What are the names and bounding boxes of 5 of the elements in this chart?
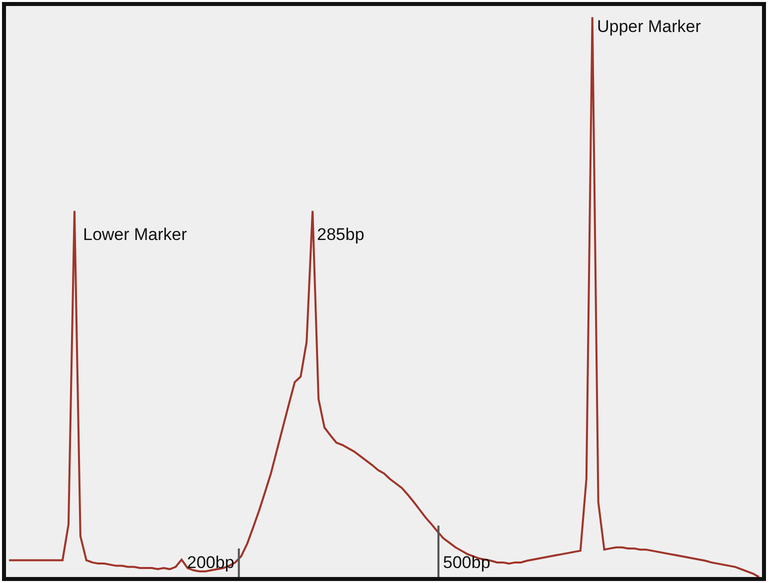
annotation: 285bp [317,225,364,244]
annotation: Upper Marker [597,17,702,36]
annotation: Lower Marker [83,225,188,244]
annotation: 500bp [443,553,490,572]
annotation: 200bp [187,553,234,572]
